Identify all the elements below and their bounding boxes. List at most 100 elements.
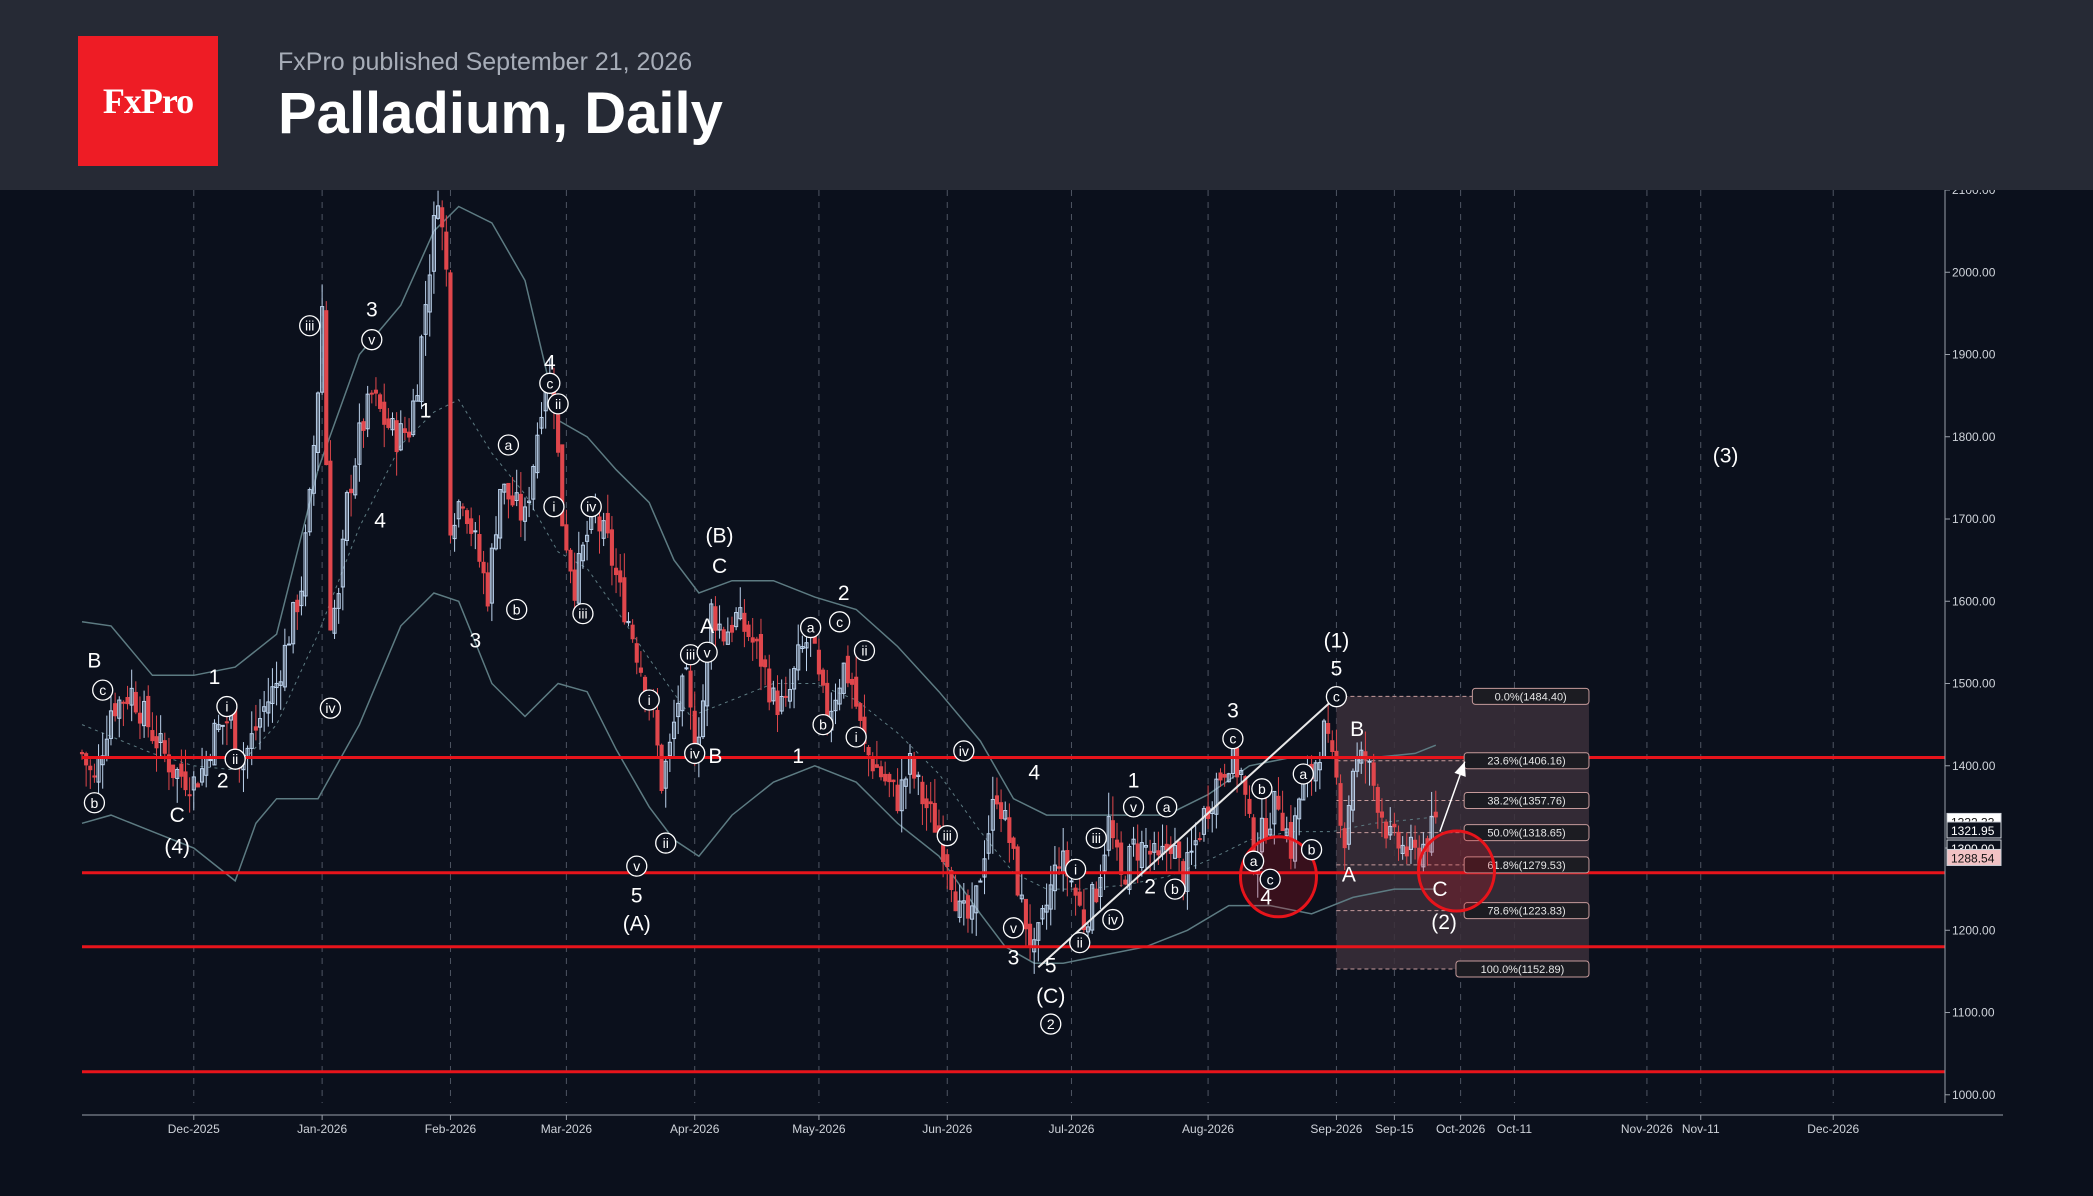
wave-label: (1) [1324,630,1350,653]
candle-up [961,900,966,904]
wave-label: a [505,437,513,453]
wave-label-circle [936,825,958,847]
logo-text: FxPro [102,81,194,121]
wave-label: ii [861,643,867,659]
candle-down [146,695,151,728]
wave-label: i [552,499,555,515]
candle-down [179,763,184,777]
wave-label-circle [1085,827,1107,849]
candle-up [580,544,585,562]
candle-down [171,764,176,779]
candle-down [775,690,780,716]
candle-up [427,274,432,313]
wave-label: 1 [1128,770,1140,793]
wave-label: c [1229,731,1236,747]
candle-up [311,444,316,494]
header-bar: FxPro FxPro published September 21, 2026… [0,0,2093,190]
candle-down [1023,898,1028,930]
candle-down [1326,723,1331,734]
wave-label-circle [1251,778,1273,800]
candle-up [1346,805,1351,845]
candle-up [398,423,403,451]
candle-down [224,721,229,724]
candle-down [1276,795,1281,810]
candle-down [187,794,192,797]
candle-down [440,207,445,228]
candle-up [1350,770,1356,811]
candle-down [1056,866,1062,869]
candle-up [725,631,730,645]
candle-down [928,801,933,805]
wave-label-circle [1069,931,1091,954]
candle-down [369,392,374,395]
candle-down [874,764,879,768]
candle-down [183,771,188,791]
time-tick-label-2: Feb-2026 [425,1122,477,1136]
wave-label: iii [1092,830,1101,846]
wave-label-circle [655,832,677,854]
candle-down [349,488,354,494]
wave-label: A [700,615,714,638]
candle-up [299,590,304,607]
candle-up [531,466,536,500]
wave-label: (B) [706,524,734,547]
candle-up [502,483,507,493]
candle-up [1268,828,1273,836]
candle-down [1371,762,1376,786]
time-tick-label-1: Jan-2026 [297,1122,347,1136]
candle-up [1367,760,1372,763]
wave-label-circle [1259,868,1281,890]
candle-up [796,644,801,671]
candle-up [1090,884,1095,931]
candle-up [1388,825,1393,836]
candle-up [576,553,581,604]
candle-up [527,500,532,504]
candle-down [1330,740,1335,752]
wave-label: i [225,699,228,715]
fxpro-logo: FxPro [78,36,218,166]
candle-down [295,599,300,613]
candle-down [1156,850,1161,856]
candle-down [448,272,453,536]
candle-up [899,779,904,812]
candle-up [220,724,225,727]
candle-up [175,769,180,779]
candle-down [402,428,407,433]
candle-down [920,781,925,805]
candle-up [667,741,672,757]
candle-up [1139,842,1144,868]
candle-down [721,629,726,642]
candle-up [212,722,217,766]
candle-up [833,699,838,712]
candlesticks [79,190,1438,974]
candle-up [1085,926,1091,933]
wave-label: (C) [1036,985,1065,1008]
candle-down [597,516,602,532]
candle-down [1363,751,1368,760]
price-tick-label-7: 1700.00 [1952,512,1996,526]
time-tick-label-3: Mar-2026 [541,1122,593,1136]
candle-down [1404,846,1409,857]
price-tick-label-0: 1000.00 [1952,1088,1996,1102]
fib-label-2: 38.2%(1357.76) [1487,796,1565,808]
highlight-circle-1 [1416,829,1496,913]
candle-up [676,702,681,718]
candle-up [837,687,842,705]
wave-label: i [1074,861,1077,877]
candle-up [282,644,287,688]
candle-down [1433,811,1438,818]
wave-label: 5 [631,885,643,908]
candle-up [1297,798,1302,820]
candle-down [382,401,387,425]
candle-up [419,336,424,403]
candle-down [1119,842,1124,875]
candle-down [464,510,470,525]
wave-label: ii [232,751,238,767]
price-axis-bg [1945,190,2003,1115]
candle-up [415,395,420,402]
candle-down [469,518,474,534]
candle-down [932,802,937,833]
candle-down [754,638,759,642]
candle-down [953,891,958,912]
candle-down [568,549,573,572]
